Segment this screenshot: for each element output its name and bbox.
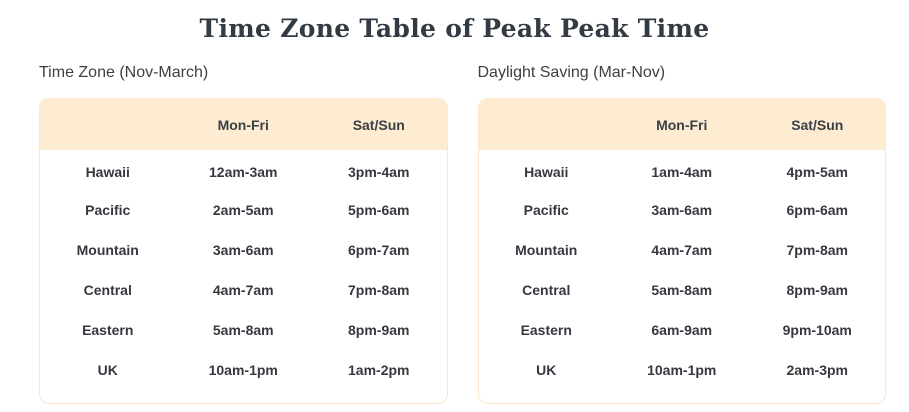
cell-zone: Mountain [76,242,139,258]
cell-zone: Pacific [523,202,569,218]
timezone-table-dst: Mon-Fri Sat/Sun Hawaii 1am-4am 4pm-5am P… [478,99,886,390]
section-daylight-saving: Daylight Saving (Mar-Nov) Mon-Fri Sat/Su… [477,63,886,404]
cell-sat-sun: 4pm-5am [786,164,848,180]
table-header-row: Mon-Fri Sat/Sun [478,99,885,150]
cell-sat-sun: 5pm-6am [348,202,410,218]
table-caption-dst: Daylight Saving (Mar-Nov) [477,64,666,81]
cell-mon-fri: 12am-3am [209,164,278,180]
table-row: Mountain 3am-6am 6pm-7am [40,230,447,270]
table-row: Pacific 2am-5am 5pm-6am [40,190,447,230]
cell-mon-fri: 3am-6am [651,202,713,218]
header-sat-sun: Sat/Sun [749,99,885,150]
table-row: Eastern 6am-9am 9pm-10am [479,310,886,350]
cell-mon-fri: 10am-1pm [208,362,278,378]
cell-mon-fri: 3am-6am [212,242,274,258]
table-header-row: Mon-Fri Sat/Sun [40,99,447,150]
tables-container: Time Zone (Nov-March) Mon-Fri Sat/Sun Ha… [39,63,886,404]
page-title: Time Zone Table of Peak Peak Time [199,14,710,43]
table-row: UK 10am-1pm 1am-2pm [40,350,447,390]
table-row: Hawaii 1am-4am 4pm-5am [479,150,886,190]
cell-zone: UK [536,362,557,378]
cell-zone: Hawaii [85,164,130,180]
cell-sat-sun: 6pm-7am [348,242,410,258]
header-empty-cell [40,99,176,150]
cell-sat-sun: 9pm-10am [782,322,852,338]
cell-zone: Mountain [515,242,578,258]
cell-zone: UK [97,362,118,378]
header-mon-fri: Mon-Fri [614,99,750,150]
cell-sat-sun: 1am-2pm [348,362,410,378]
table-row: UK 10am-1pm 2am-3pm [479,350,886,390]
table-row: Mountain 4am-7am 7pm-8am [479,230,886,270]
header-mon-fri: Mon-Fri [175,99,311,150]
cell-zone: Eastern [82,322,134,338]
cell-zone: Eastern [520,322,572,338]
header-empty-cell [478,99,614,150]
cell-mon-fri: 5am-8am [212,322,274,338]
table-caption-standard: Time Zone (Nov-March) [39,64,209,81]
section-standard-time: Time Zone (Nov-March) Mon-Fri Sat/Sun Ha… [39,63,448,404]
cell-zone: Hawaii [524,164,569,180]
cell-mon-fri: 5am-8am [651,282,713,298]
cell-zone: Central [522,282,571,298]
cell-mon-fri: 4am-7am [212,282,274,298]
cell-sat-sun: 8pm-9am [786,282,848,298]
cell-sat-sun: 7pm-8am [786,242,848,258]
table-row: Hawaii 12am-3am 3pm-4am [40,150,447,190]
cell-zone: Central [83,282,132,298]
standard-time-card: Mon-Fri Sat/Sun Hawaii 12am-3am 3pm-4am … [39,98,448,404]
timezone-table-standard: Mon-Fri Sat/Sun Hawaii 12am-3am 3pm-4am … [40,99,447,390]
table-row: Pacific 3am-6am 6pm-6am [479,190,886,230]
cell-sat-sun: 3pm-4am [348,164,410,180]
daylight-saving-card: Mon-Fri Sat/Sun Hawaii 1am-4am 4pm-5am P… [477,98,886,404]
cell-sat-sun: 8pm-9am [348,322,410,338]
header-sat-sun: Sat/Sun [311,99,447,150]
cell-mon-fri: 2am-5am [212,202,274,218]
table-row: Central 4am-7am 7pm-8am [40,270,447,310]
cell-mon-fri: 6am-9am [651,322,713,338]
cell-sat-sun: 7pm-8am [348,282,410,298]
cell-sat-sun: 6pm-6am [786,202,848,218]
table-row: Eastern 5am-8am 8pm-9am [40,310,447,350]
cell-zone: Pacific [85,202,131,218]
table-row: Central 5am-8am 8pm-9am [479,270,886,310]
cell-mon-fri: 1am-4am [651,164,713,180]
cell-mon-fri: 10am-1pm [647,362,717,378]
cell-mon-fri: 4am-7am [651,242,713,258]
cell-sat-sun: 2am-3pm [786,362,848,378]
